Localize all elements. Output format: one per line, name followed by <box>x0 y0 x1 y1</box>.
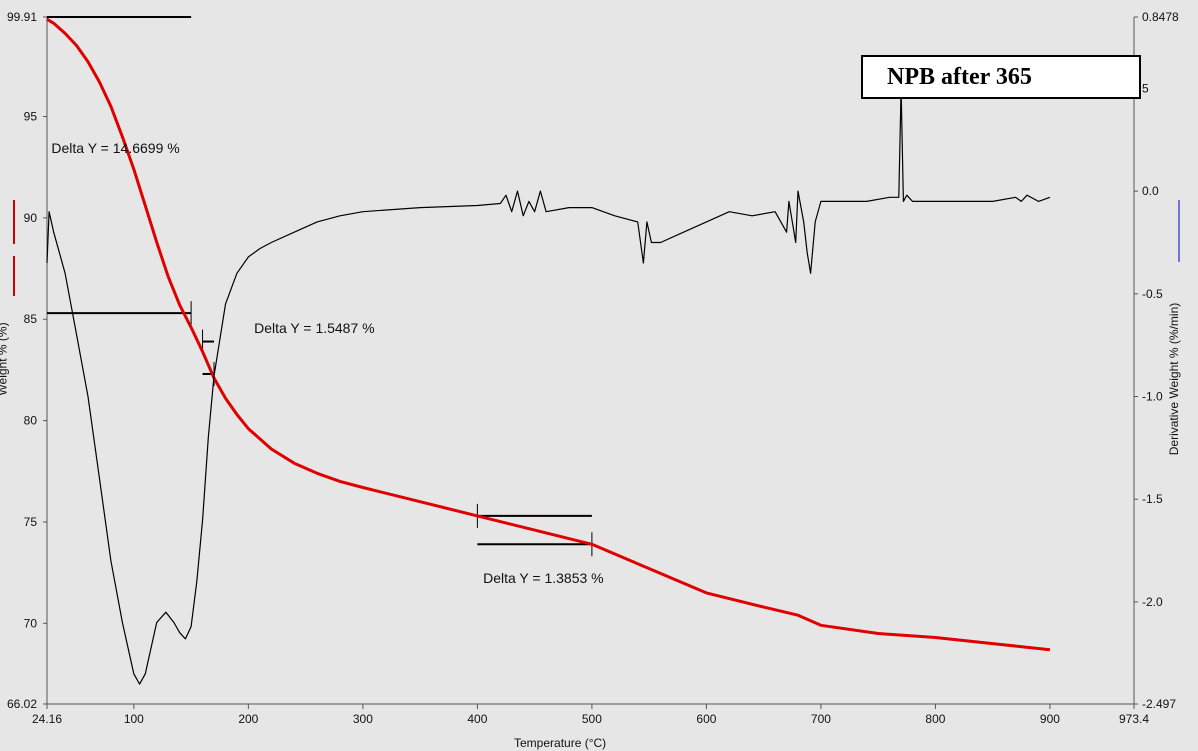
right-tick-label: 0.0 <box>1142 184 1159 198</box>
x-tick-label: 400 <box>467 712 487 726</box>
right-tick-label: -2.0 <box>1142 595 1163 609</box>
left-axis-label: Weight % (%) <box>0 322 10 396</box>
x-tick-label: 300 <box>353 712 373 726</box>
right-axis-ticks: -2.497 -2.0 -1.5 -1.0 -0.5 0.0 5 0.8478 <box>1134 10 1179 711</box>
left-tick-label: 75 <box>24 515 38 529</box>
right-tick-label: 0.8478 <box>1142 10 1179 24</box>
x-tick-label: 900 <box>1040 712 1060 726</box>
left-tick-label: 85 <box>24 312 38 326</box>
x-axis-label: Temperature (°C) <box>514 736 607 750</box>
x-tick-label: 500 <box>582 712 602 726</box>
weight-percent-series <box>46 17 1051 652</box>
x-tick-label: 200 <box>238 712 258 726</box>
right-axis-label: Derivative Weight % (%/min) <box>1167 302 1182 456</box>
right-tick-label: -1.0 <box>1142 390 1163 404</box>
delta-y-annotation: Delta Y = 1.5487 % <box>254 320 375 337</box>
right-tick-label: 5 <box>1142 81 1149 95</box>
sample-note-box: NPB after 365 <box>861 55 1141 99</box>
left-tick-label: 70 <box>24 616 38 630</box>
left-tick-label: 95 <box>24 110 38 124</box>
right-tick-label: -2.497 <box>1142 697 1176 711</box>
right-tick-label: -0.5 <box>1142 287 1163 301</box>
x-tick-label: 973.4 <box>1119 712 1149 726</box>
left-tick-label: 80 <box>24 414 38 428</box>
right-tick-label: -1.5 <box>1142 492 1163 506</box>
delta-y-annotation: Delta Y = 1.3853 % <box>483 569 604 586</box>
x-tick-label: 100 <box>124 712 144 726</box>
step-markers <box>47 16 593 557</box>
left-tick-label: 99.91 <box>7 10 37 24</box>
sample-note: NPB after 365 <box>887 64 1032 90</box>
left-tick-label: 90 <box>24 211 38 225</box>
left-tick-label: 66.02 <box>7 697 37 711</box>
x-tick-label: 700 <box>811 712 831 726</box>
x-tick-label: 600 <box>696 712 716 726</box>
x-axis-ticks: 24.16 100 200 300 400 500 600 700 800 900 973.4 <box>32 704 1149 726</box>
series-group <box>46 17 1051 685</box>
left-axis-ticks: 66.02 70 75 80 85 90 95 99.91 <box>7 10 47 711</box>
delta-y-annotation: Delta Y = 14.6699 % <box>51 139 180 156</box>
derivative-weight-series <box>46 87 1051 685</box>
axes <box>13 17 1180 705</box>
x-tick-label: 24.16 <box>32 712 62 726</box>
x-tick-label: 800 <box>925 712 945 726</box>
